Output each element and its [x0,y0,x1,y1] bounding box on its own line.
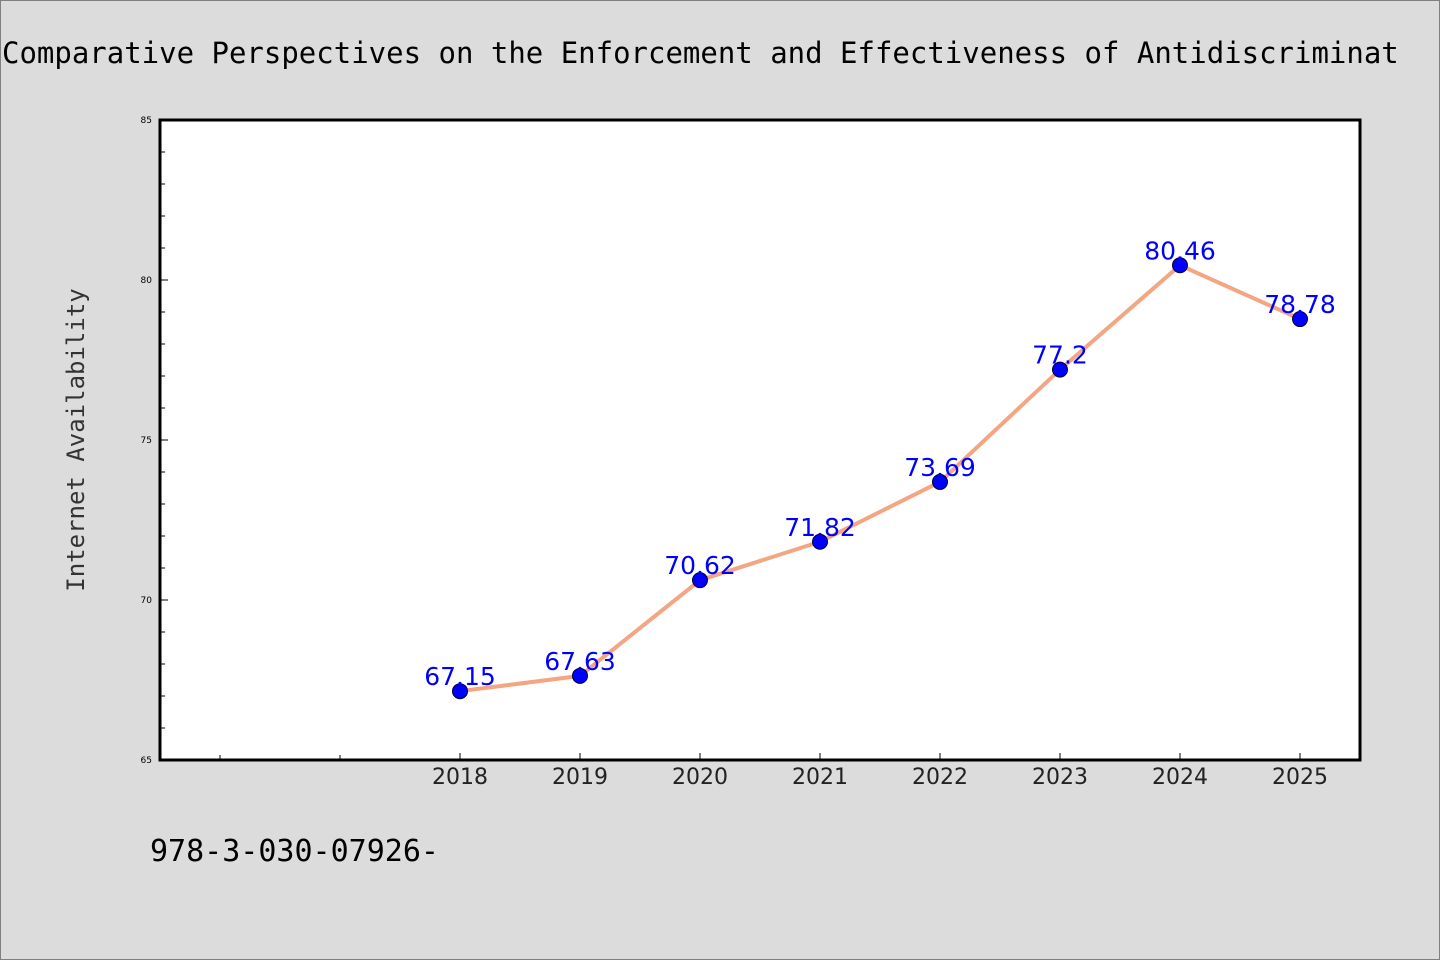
x-tick-label: 2020 [672,765,728,790]
x-tick-label: 2018 [432,765,488,790]
y-tick-label: 65 [141,756,152,766]
x-tick-label: 2023 [1032,765,1088,790]
x-tick-label: 2019 [552,765,608,790]
plot-area [158,118,1362,762]
data-label: 71.82 [784,513,856,542]
x-tick-label: 2024 [1152,765,1208,790]
data-point [452,683,468,700]
x-axis: 2018 2019 2020 2021 2022 2023 2024 2025 [219,753,1328,790]
data-label: 73.69 [904,453,976,482]
x-tick-label: 2022 [912,765,968,790]
data-point [1172,257,1188,274]
data-label: 77.2 [1032,341,1088,370]
data-point [1052,361,1068,378]
data-point [692,572,708,589]
y-tick-label: 85 [141,116,152,126]
data-label: 67.15 [424,662,496,691]
y-tick-label: 70 [141,596,153,606]
data-point [932,473,948,490]
data-label: 67.63 [544,647,616,676]
x-tick-label: 2021 [792,765,848,790]
series-line [459,263,1301,694]
footnote: 978-3-030-07926- [150,834,439,869]
data-label: 80.46 [1144,236,1216,265]
chart-title: Comparative Perspectives on the Enforcem… [2,36,1399,70]
series-markers [452,257,1308,700]
y-tick-label: 80 [141,276,153,286]
data-point [1292,311,1308,328]
data-label: 70.62 [664,551,736,580]
y-tick-label: 75 [141,436,152,446]
y-axis: 65 70 75 80 85 [141,116,168,766]
data-point [572,667,588,684]
x-tick-label: 2025 [1272,765,1328,790]
data-point [812,533,828,550]
data-labels: 67.15 67.63 70.62 71.82 73.69 77.2 80.46 78.78 [424,236,1336,691]
data-label: 78.78 [1264,290,1336,319]
